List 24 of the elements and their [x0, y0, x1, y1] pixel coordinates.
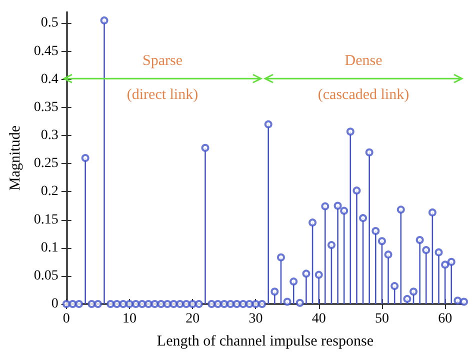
y-tick-label: 0.3	[40, 128, 58, 144]
x-axis-title: Length of channel impulse response	[156, 334, 374, 350]
annotation: Sparse	[142, 53, 183, 70]
y-tick-label: 0.2	[40, 184, 58, 200]
y-tick-label: 0.4	[40, 72, 58, 87]
x-tick-label: 10	[122, 312, 137, 326]
y-tick-label: 0.45	[34, 44, 58, 59]
x-tick-label: 20	[186, 312, 200, 326]
y-tick-label: 0.15	[34, 212, 58, 228]
y-tick-label: 0.1	[40, 240, 58, 256]
y-tick-label: 0.5	[40, 16, 58, 31]
x-tick-label: 40	[312, 312, 326, 326]
y-tick-label: 0.05	[34, 268, 58, 284]
y-tick-label: 0.35	[34, 100, 58, 115]
x-tick-label: 0	[62, 312, 70, 326]
x-tick-label: 30	[248, 312, 263, 326]
y-axis-title: Magnitude	[8, 125, 24, 190]
annotation: Dense	[344, 53, 383, 70]
y-tick-label: 0.25	[34, 156, 58, 172]
x-tick-label: 60	[438, 312, 452, 326]
annotation: (direct link)	[126, 87, 198, 104]
y-tick-label: 0	[51, 296, 58, 312]
annotation: (cascaded link)	[318, 87, 410, 104]
x-tick-label: 50	[374, 312, 389, 326]
